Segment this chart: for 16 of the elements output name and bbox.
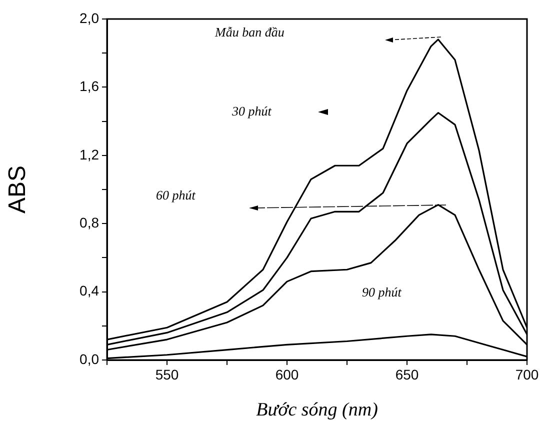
y-axis-title: ABS	[4, 165, 32, 214]
x-tick-label: 600	[275, 366, 299, 382]
y-tick-label: 0,8	[80, 214, 100, 230]
annotation: 90 phút	[362, 284, 402, 300]
annotation: 30 phút	[231, 103, 272, 118]
x-tick-label: 550	[155, 366, 179, 382]
y-tick-label: 1,6	[80, 78, 100, 94]
x-tick-label: 700	[515, 366, 539, 382]
y-tick-label: 1,2	[80, 146, 100, 162]
annotation: Mẫu ban đầu	[214, 24, 285, 40]
x-tick-label: 650	[395, 366, 419, 382]
annotation: 60 phút	[156, 187, 196, 202]
x-axis-title: Bước sóng (nm)	[256, 400, 378, 421]
y-tick-label: 2,0	[80, 10, 100, 26]
y-tick-label: 0,4	[80, 282, 100, 299]
y-tick-label: 0,0	[80, 350, 100, 367]
